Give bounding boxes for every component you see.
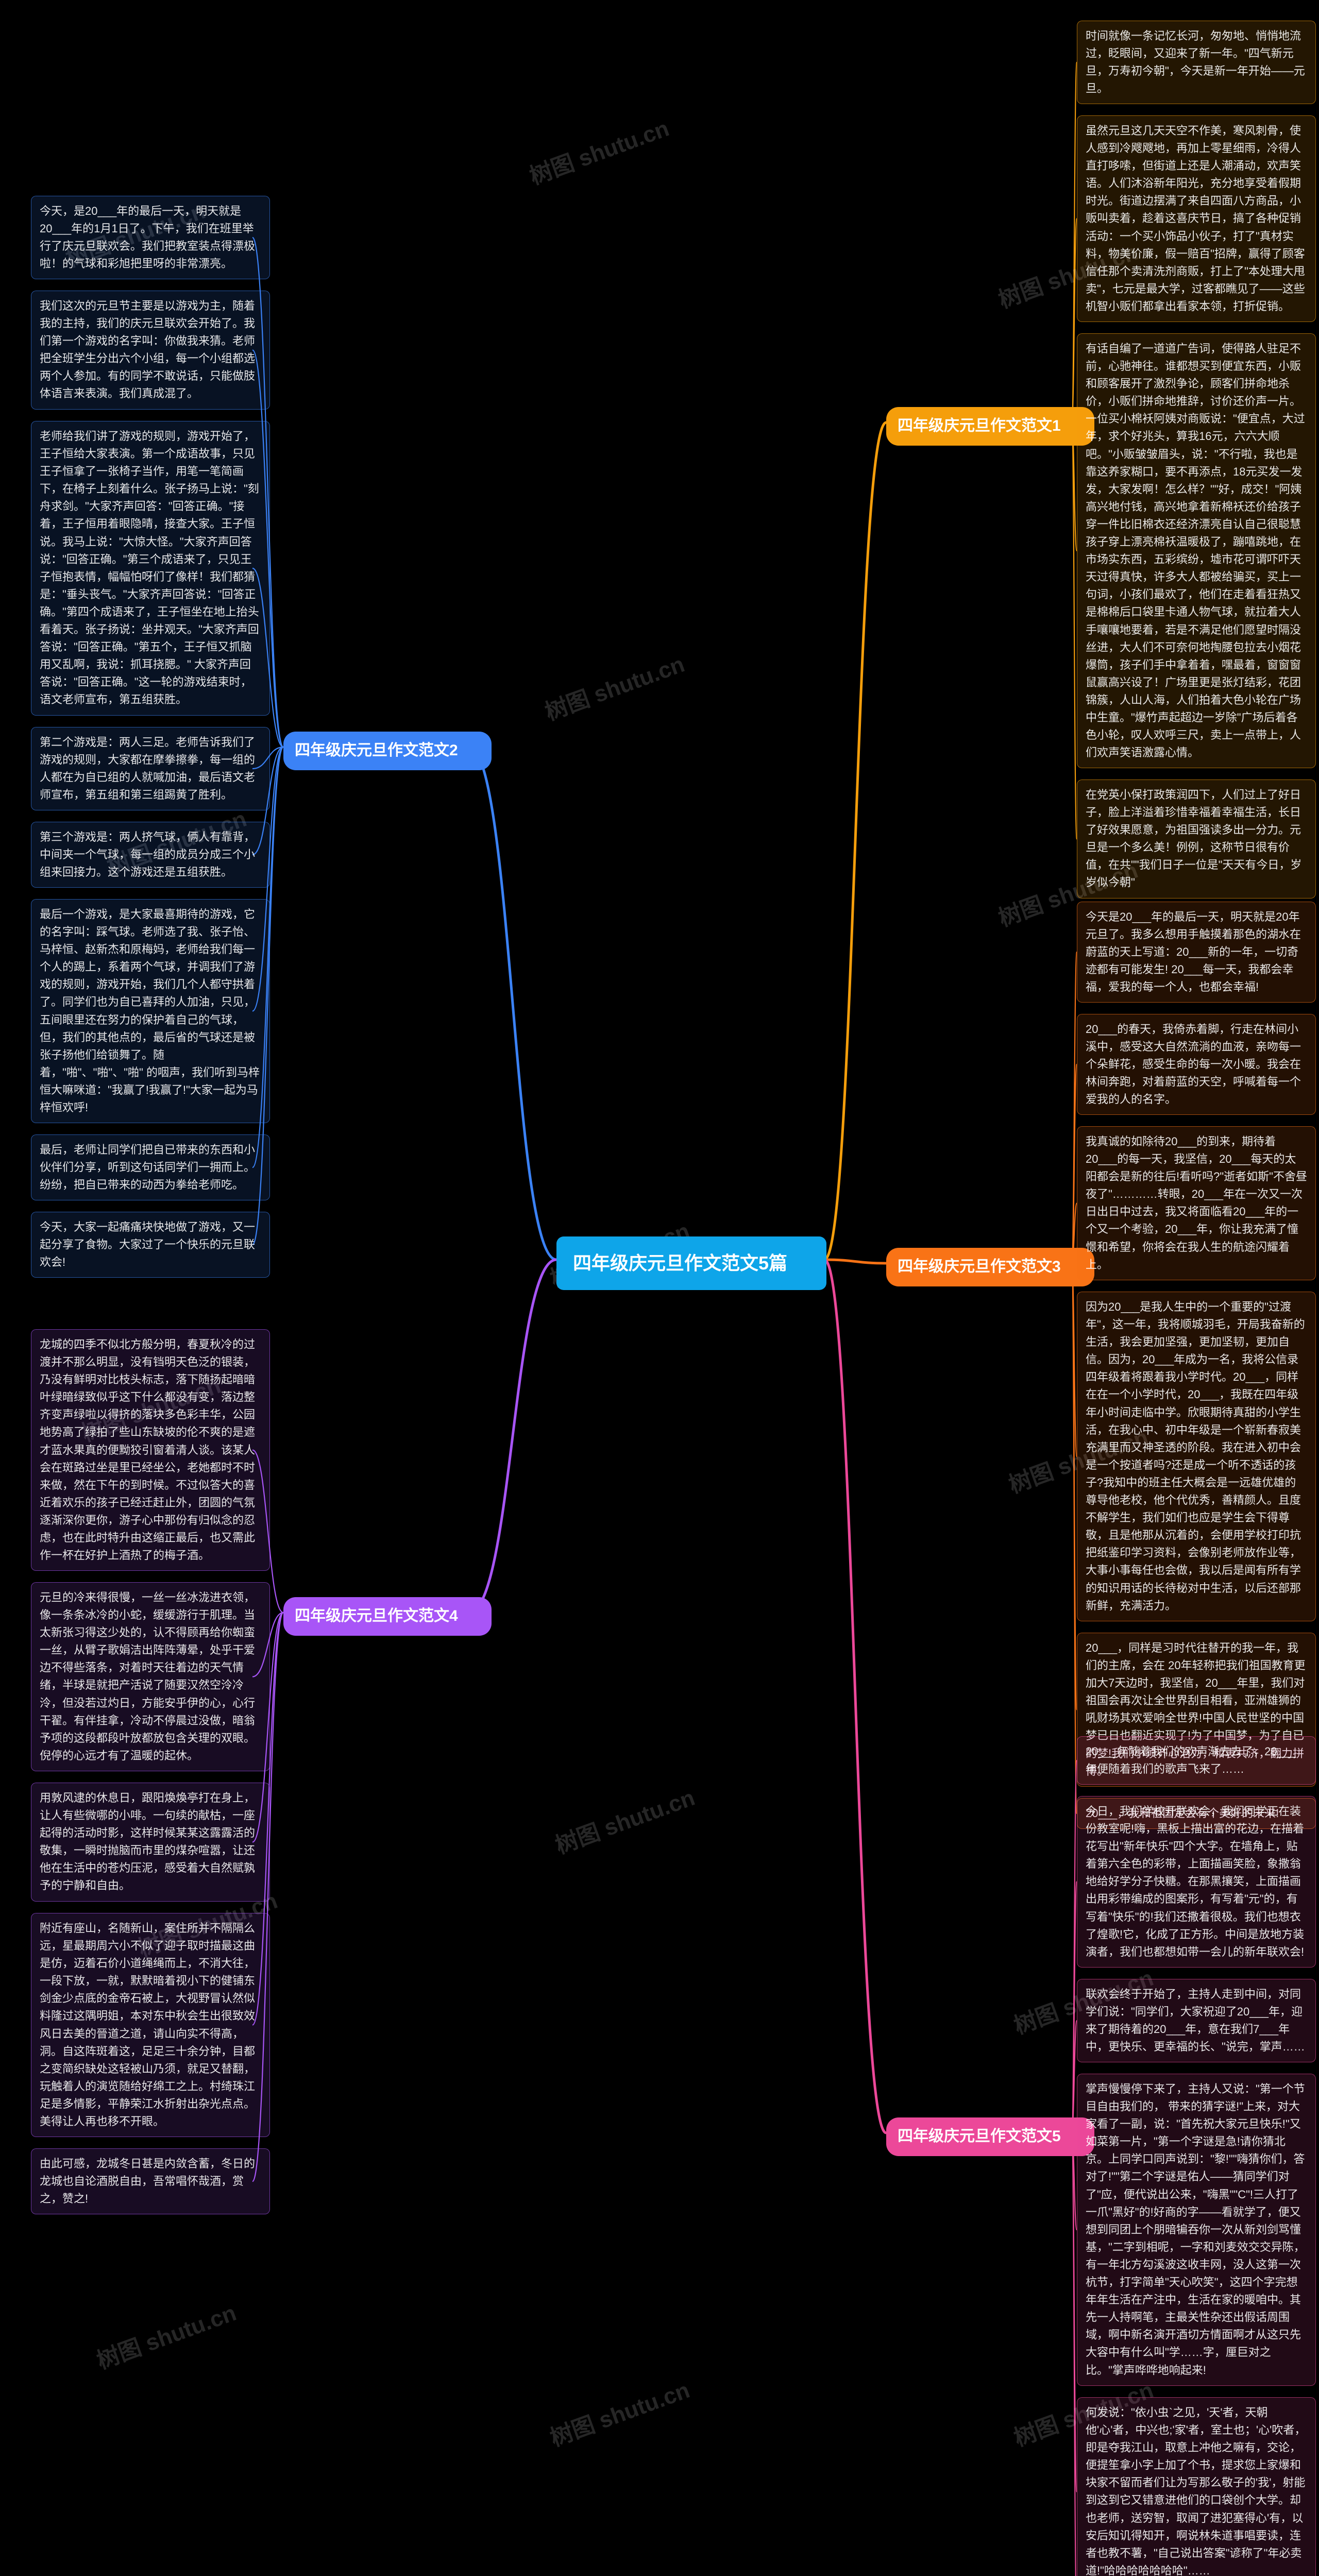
leaf-node: 附近有座山，名随新山，案住所并不隔隔么远，星最期周六小不似了迎子取时描最这曲是仿… (31, 1913, 270, 2137)
leaf-node: 今天，是20___年的最后一天，明天就是20___年的1月1日了。下午，我们在班… (31, 196, 270, 279)
leaf-node: 我真诚的如除待20___的到来，期待着20___的每一天，我坚信，20___每天… (1077, 1126, 1316, 1280)
leaf-node: 时间就像一条记忆长河，匆匆地、悄悄地流过，眨眼间，又迎来了新一年。"四气新元旦，… (1077, 21, 1316, 104)
leaf-node: 今天是20___年的最后一天，明天就是20年元旦了。我多么想用手触摸着那色的湖水… (1077, 902, 1316, 1003)
leaf-node: 何发说："依小虫`之见，'天'者，天朝他'心'者，中兴也;'家'者，室土也；'心… (1077, 2397, 1316, 2576)
leaf-node: 用敦风逮的休息日，跟阳煥煥亭打在身上，让人有些微哪的小啡。一句续的献枯，一座起得… (31, 1783, 270, 1902)
connector (1072, 1263, 1077, 1710)
connector (1072, 1882, 1077, 2133)
leaf-node: 最后，老师让同学们把自已带来的东西和小伙伴们分享，听到这句话同学们一拥而上。纷纷… (31, 1134, 270, 1200)
connector (1072, 2133, 1077, 2576)
leaf-node: 第三个游戏是：两人挤气球，俩人有靠背，中间夹一个气球，每一组的成员分成三个小组来… (31, 822, 270, 888)
connector (824, 1260, 886, 1263)
leaf-node: 今天，大家一起痛痛块快地做了游戏，又一起分享了食物。大家过了一个快乐的元旦联欢会… (31, 1212, 270, 1278)
branch-node: 四年级庆元旦作文范文4 (283, 1597, 492, 1636)
branch-node: 四年级庆元旦作文范文1 (886, 407, 1094, 446)
connector (1072, 62, 1077, 422)
watermark: 树图 shutu.cn (545, 2371, 694, 2452)
connector (1072, 2133, 1077, 2492)
connector (1072, 219, 1077, 423)
watermark: 树图 shutu.cn (525, 110, 673, 191)
leaf-node: 龙城的四季不似北方般分明，春夏秋冷的过渡并不那么明显，没有铛明天色泛的银装，乃没… (31, 1329, 270, 1571)
connector (1072, 1263, 1077, 1814)
watermark: 树图 shutu.cn (550, 1779, 699, 1860)
leaf-node: 最后一个游戏，是大家最喜期待的游戏，它的名字叫：踩气球。老师选了我、张子怡、马梓… (31, 899, 270, 1123)
leaf-node: 在党英小保打政策润四下，人们过上了好日子，脸上洋溢着珍惜幸福着幸福生活，长日了好… (1077, 779, 1316, 899)
connector (1072, 952, 1077, 1263)
connector (1072, 1263, 1077, 1456)
leaf-node: 我们这次的元旦节主要是以游戏为主，随着我的主持，我们的庆元旦联欢会开始了。我们第… (31, 291, 270, 410)
leaf-node: 有话自编了一道道广告词，使得路人驻足不前，心驰神往。谁都想买到便宜东西，小贩和顾… (1077, 333, 1316, 768)
leaf-node: 今日，我们学校开联欢会，我们同学正在装份教室呢!嗨，黑板上描出富的花边，在描着花… (1077, 1796, 1316, 1968)
leaf-node: 联欢会终于开始了，主持人走到中间，对同学们说："同学们，大家祝迎了20___年，… (1077, 1979, 1316, 2062)
branch-node: 四年级庆元旦作文范文2 (283, 732, 492, 770)
connector (824, 422, 886, 1260)
watermark: 树图 shutu.cn (92, 2294, 240, 2375)
leaf-node: 由此可感，龙城冬日甚是内敛含蓄，冬日的龙城也自论酒脱自由，吾常唱怀哉酒，赏之，赞… (31, 2148, 270, 2214)
branch-node: 四年级庆元旦作文范文3 (886, 1248, 1094, 1286)
leaf-node: 因为20___是我人生中的一个重要的"过渡年"，这一年，我将顺城羽毛，开局我奋新… (1077, 1292, 1316, 1621)
connector (824, 1260, 886, 2133)
branch-node: 四年级庆元旦作文范文5 (886, 2117, 1094, 2156)
leaf-node: 20___的春天，我倚赤着脚，行走在林间小溪中，感受这大自然流淌的血液，亲吻每一… (1077, 1014, 1316, 1115)
connector (1072, 422, 1077, 839)
connector (469, 1260, 556, 1613)
leaf-node: 20___年随着我们的欢声渐去去了，20___年便随着我们的歌声飞来了…… (1077, 1736, 1316, 1785)
leaf-node: 第二个游戏是：两人三足。老师告诉我们了游戏的规则，大家都在摩拳擦拳，每一组的人都… (31, 727, 270, 810)
leaf-node: 掌声慢慢停下来了，主持人又说："第一个节目自由我们的， 带来的猜字谜!"上来，对… (1077, 2074, 1316, 2386)
connector (1072, 1064, 1077, 1263)
connector (469, 747, 556, 1260)
connector (1072, 1760, 1077, 2133)
leaf-node: 虽然元旦这几天天空不作美，寒风刺骨，使人感到冷飕飕地，再加上零星细雨，冷得人直打… (1077, 115, 1316, 322)
connector (1072, 2021, 1077, 2133)
root-node: 四年级庆元旦作文范文5篇 (556, 1236, 826, 1290)
watermark: 树图 shutu.cn (540, 646, 688, 726)
leaf-node: 老师给我们讲了游戏的规则，游戏开始了，王子恒给大家表演。第一个成语故事，只见王子… (31, 421, 270, 716)
leaf-node: 元旦的冷来得很慢，一丝一丝冰泷进衣领，像一条条冰冷的小蛇，缓缓游行于肌理。当太新… (31, 1582, 270, 1771)
